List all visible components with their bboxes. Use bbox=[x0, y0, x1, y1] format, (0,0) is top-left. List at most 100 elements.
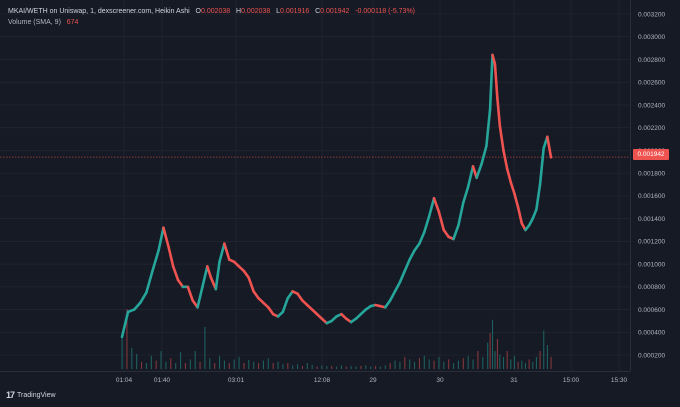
volume-bar bbox=[292, 365, 294, 369]
price-segment bbox=[535, 183, 542, 211]
volume-bar bbox=[539, 351, 541, 369]
price-segment bbox=[496, 96, 502, 127]
y-tick-label: 0.001800 bbox=[638, 170, 665, 177]
volume-bar bbox=[199, 361, 201, 369]
volume-bar bbox=[316, 366, 318, 369]
volume-bar bbox=[457, 360, 459, 369]
price-segment bbox=[475, 162, 483, 180]
low-label: L bbox=[276, 8, 281, 15]
price-segment bbox=[485, 108, 492, 148]
volume-bar bbox=[467, 355, 469, 369]
price-segment bbox=[151, 249, 160, 273]
volume-bar bbox=[428, 359, 430, 369]
price-segment bbox=[442, 228, 450, 239]
volume-bar bbox=[204, 327, 206, 369]
volume-bar bbox=[384, 365, 386, 369]
volume-bar bbox=[433, 360, 435, 369]
volume-bar bbox=[194, 351, 196, 369]
volume-bar bbox=[267, 358, 269, 369]
price-segment bbox=[214, 260, 221, 291]
volume-bar bbox=[489, 333, 491, 369]
price-segment bbox=[252, 290, 260, 300]
price-segment bbox=[427, 196, 436, 218]
volume-bar bbox=[462, 358, 464, 369]
volume-bar bbox=[492, 319, 494, 369]
volume-bar bbox=[360, 366, 362, 369]
price-segment bbox=[452, 224, 460, 241]
volume-bar bbox=[340, 365, 342, 369]
volume-bar bbox=[423, 355, 425, 369]
volume-legend: Volume (SMA, 9) 674 bbox=[8, 17, 415, 28]
volume-bar bbox=[150, 355, 152, 369]
price-segment bbox=[398, 269, 407, 284]
volume-bar bbox=[550, 357, 552, 369]
price-segment bbox=[531, 208, 538, 220]
volume-bar bbox=[248, 360, 250, 369]
volume-bar bbox=[345, 366, 347, 369]
price-segment bbox=[480, 144, 488, 166]
x-tick-label: 15:00 bbox=[563, 377, 580, 384]
x-tick-label: 29 bbox=[369, 377, 377, 384]
volume-bar bbox=[389, 363, 391, 369]
volume-bar bbox=[277, 361, 279, 369]
price-segment bbox=[138, 291, 148, 305]
volume-bar bbox=[499, 354, 501, 369]
volume-bar bbox=[399, 361, 401, 369]
volume-bar bbox=[209, 358, 211, 369]
price-segment bbox=[403, 258, 411, 273]
price-segment bbox=[422, 215, 431, 234]
volume-bar bbox=[184, 363, 186, 369]
tradingview-logo-icon: 17 bbox=[6, 390, 15, 400]
volume-bar bbox=[517, 361, 519, 369]
volume-bar bbox=[301, 366, 303, 369]
volume-bar bbox=[453, 363, 455, 369]
symbol-line: MKAI/WETH on Uniswap, 1, dexscreener.com… bbox=[8, 6, 415, 17]
price-axis: 0.000200 0.000400 0.000600 0.000800 0.001000… bbox=[630, 0, 665, 371]
volume-bar bbox=[394, 360, 396, 369]
volume-bar bbox=[321, 365, 323, 369]
price-segment bbox=[157, 226, 165, 252]
price-segment bbox=[461, 185, 470, 205]
volume-bar bbox=[160, 351, 162, 369]
volume-bar bbox=[272, 363, 274, 369]
volume-bar bbox=[472, 359, 474, 369]
volume-bar bbox=[311, 364, 313, 369]
price-segment bbox=[498, 124, 505, 152]
price-segment bbox=[286, 290, 294, 300]
volume-bar bbox=[233, 359, 235, 369]
volume-bar bbox=[214, 363, 216, 369]
volume-bar bbox=[510, 359, 512, 369]
price-segment bbox=[413, 242, 421, 252]
volume-bar bbox=[175, 363, 177, 369]
price-segment bbox=[223, 242, 231, 261]
volume-bar bbox=[365, 365, 367, 369]
volume-bar bbox=[282, 364, 284, 369]
price-segment bbox=[201, 265, 209, 289]
tradingview-logo[interactable]: 17 TradingView bbox=[6, 390, 56, 400]
volume-label[interactable]: Volume (SMA, 9) bbox=[8, 19, 61, 26]
price-segment bbox=[247, 276, 255, 293]
x-tick-label: 01:04 bbox=[116, 377, 133, 384]
price-segment bbox=[505, 167, 513, 184]
volume-bar bbox=[494, 351, 496, 369]
volume-bar bbox=[448, 359, 450, 369]
x-tick-label: 03:01 bbox=[228, 377, 245, 384]
volume-bar bbox=[350, 366, 352, 369]
y-tick-label: 0.001400 bbox=[638, 216, 665, 223]
volume-bar bbox=[253, 361, 255, 369]
price-segment bbox=[266, 306, 275, 316]
volume-bar bbox=[223, 360, 225, 369]
chart-legend: MKAI/WETH on Uniswap, 1, dexscreener.com… bbox=[8, 6, 415, 28]
volume-bar bbox=[409, 359, 411, 369]
volume-bar bbox=[228, 363, 230, 369]
price-segment bbox=[167, 244, 175, 268]
change-value: -0.000118 (-5.73%) bbox=[355, 8, 415, 15]
price-segment bbox=[488, 53, 494, 111]
symbol-title[interactable]: MKAI/WETH on Uniswap, 1, dexscreener.com… bbox=[8, 8, 190, 15]
y-tick-label: 0.001600 bbox=[638, 193, 665, 200]
volume-bar bbox=[535, 357, 537, 369]
x-tick-label: 30 bbox=[436, 377, 444, 384]
price-segment bbox=[393, 281, 402, 293]
price-segment bbox=[457, 201, 465, 227]
